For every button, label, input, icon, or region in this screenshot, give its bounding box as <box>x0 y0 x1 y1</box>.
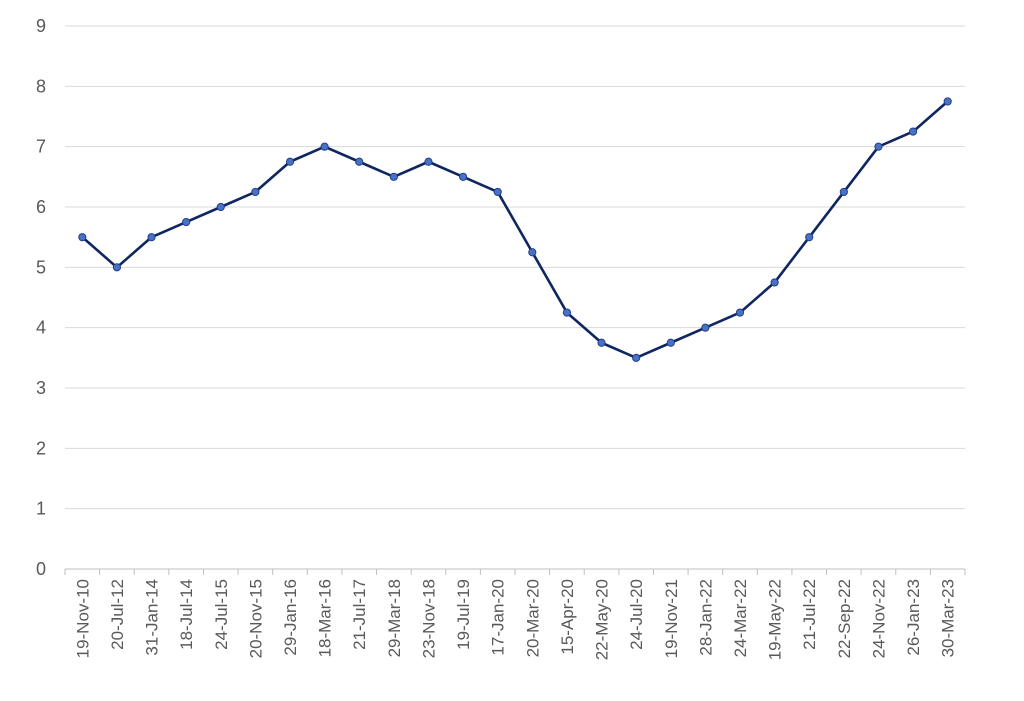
data-point <box>735 308 745 317</box>
data-point <box>943 97 952 106</box>
gridlines <box>65 25 965 510</box>
x-tick-label: 21-Jul-22 <box>800 579 819 650</box>
x-tick-label: 24-Jul-20 <box>627 579 646 650</box>
y-tick-label: 7 <box>36 137 46 157</box>
x-tick-label: 24-Jul-15 <box>212 579 231 650</box>
data-point <box>666 338 675 347</box>
data-point <box>389 172 398 181</box>
y-tick-label: 6 <box>36 197 46 217</box>
y-tick-label: 2 <box>36 438 46 458</box>
data-point <box>770 278 779 287</box>
data-point <box>528 248 537 257</box>
x-tick-label: 30-Mar-23 <box>939 579 958 657</box>
y-tick-label: 0 <box>36 559 46 579</box>
x-tick-label: 20-Mar-20 <box>523 579 542 657</box>
data-point <box>112 263 122 272</box>
data-point <box>216 202 225 212</box>
y-tick-label: 9 <box>36 16 46 36</box>
x-tick-label: 19-Nov-21 <box>662 579 681 658</box>
x-tick-label: 24-Mar-22 <box>731 579 750 657</box>
x-tick-label: 19-May-22 <box>766 579 785 660</box>
x-tick-label: 19-Jul-19 <box>454 579 473 650</box>
x-tick-label: 28-Jan-22 <box>696 579 715 656</box>
y-tick-label: 3 <box>36 378 46 398</box>
data-point <box>493 187 502 197</box>
data-point <box>355 157 364 166</box>
y-axis-tick-labels: 0 1 2 3 4 5 6 7 8 9 <box>36 16 46 579</box>
y-tick-label: 4 <box>36 318 46 338</box>
x-tick-label: 22-Sep-22 <box>835 579 854 658</box>
data-point <box>701 323 710 332</box>
data-point <box>320 142 329 151</box>
y-tick-label: 5 <box>36 257 46 277</box>
data-point <box>424 157 433 166</box>
y-tick-label: 1 <box>36 499 46 519</box>
x-tick-label: 23-Nov-18 <box>419 579 438 658</box>
x-axis-tick-labels: 19-Nov-10 20-Jul-12 31-Jan-14 18-Jul-14 24-J… <box>73 579 957 660</box>
x-tick-label: 18-Jul-14 <box>177 579 196 650</box>
data-point <box>597 338 606 347</box>
x-axis <box>64 568 966 575</box>
series-line <box>81 100 949 360</box>
data-point <box>285 157 295 166</box>
data-point <box>632 353 641 362</box>
data-point <box>147 233 156 242</box>
data-point <box>182 217 191 227</box>
data-point <box>78 233 87 242</box>
x-tick-label: 26-Jan-23 <box>904 579 923 656</box>
data-point <box>458 172 468 181</box>
x-tick-label: 20-Jul-12 <box>108 579 127 650</box>
x-tick-label: 20-Nov-15 <box>246 579 265 658</box>
series-group <box>78 97 952 362</box>
x-tick-label: 22-May-20 <box>593 579 612 660</box>
data-point <box>908 127 918 136</box>
x-tick-label: 21-Jul-17 <box>350 579 369 650</box>
data-point <box>839 187 848 197</box>
x-tick-label: 29-Jan-16 <box>281 579 300 656</box>
y-tick-label: 8 <box>36 76 46 96</box>
x-tick-label: 18-Mar-16 <box>316 579 335 657</box>
data-point <box>562 308 572 317</box>
x-tick-label: 29-Mar-18 <box>385 579 404 657</box>
x-tick-label: 31-Jan-14 <box>143 579 162 656</box>
x-tick-label: 17-Jan-20 <box>489 579 508 656</box>
x-tick-label: 24-Nov-22 <box>869 579 888 658</box>
x-tick-label: 15-Apr-20 <box>558 579 577 655</box>
x-tick-label: 19-Nov-10 <box>73 579 92 658</box>
data-point <box>251 187 260 197</box>
data-point <box>874 142 883 151</box>
data-point <box>805 233 814 242</box>
